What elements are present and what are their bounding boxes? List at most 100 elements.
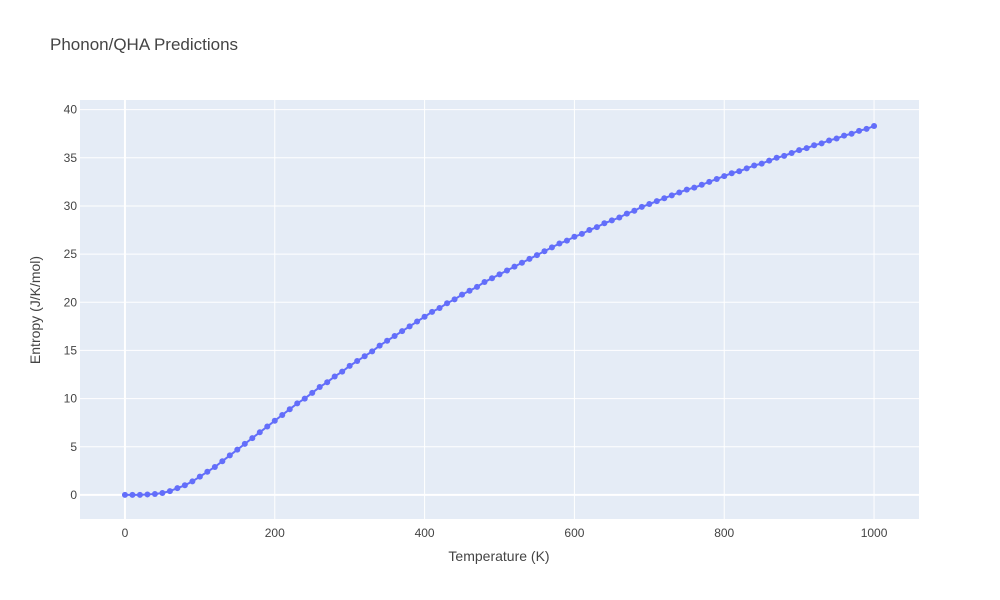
x-tick-label: 800 — [714, 526, 734, 540]
data-point — [803, 145, 810, 152]
data-point — [518, 259, 525, 266]
data-point — [376, 342, 383, 349]
data-point — [773, 154, 780, 161]
data-point — [436, 305, 443, 312]
data-point — [743, 165, 750, 172]
y-axis-title: Entropy (J/K/mol) — [27, 256, 43, 364]
x-tick-label: 600 — [564, 526, 584, 540]
data-point — [414, 318, 421, 325]
data-point — [608, 217, 615, 224]
data-point — [706, 178, 713, 185]
data-point — [166, 488, 173, 495]
data-point — [496, 271, 503, 278]
data-point — [384, 337, 391, 344]
data-point — [181, 482, 188, 489]
data-point — [571, 233, 578, 240]
data-point — [638, 203, 645, 210]
chart-title: Phonon/QHA Predictions — [50, 35, 238, 54]
data-point — [271, 417, 278, 424]
data-point — [548, 244, 555, 251]
data-point — [826, 137, 833, 144]
y-tick-label: 30 — [64, 199, 78, 213]
data-point — [593, 224, 600, 231]
data-point — [556, 240, 563, 247]
data-point — [691, 184, 698, 191]
data-point — [144, 491, 151, 498]
data-point — [871, 123, 878, 130]
data-point — [204, 468, 211, 475]
y-tick-label: 10 — [64, 392, 78, 406]
data-point — [136, 491, 143, 498]
x-axis-title: Temperature (K) — [448, 548, 549, 564]
x-tick-label: 1000 — [861, 526, 888, 540]
x-tick-label: 400 — [415, 526, 435, 540]
data-point — [346, 362, 353, 369]
data-point — [781, 152, 788, 159]
data-point — [309, 389, 316, 396]
data-point — [863, 125, 870, 132]
data-point — [796, 147, 803, 154]
data-point — [421, 313, 428, 320]
x-tick-label: 200 — [265, 526, 285, 540]
data-point — [286, 406, 293, 413]
data-point — [159, 489, 166, 496]
data-point — [653, 198, 660, 205]
data-point — [601, 220, 608, 227]
data-point — [174, 485, 181, 492]
data-point — [489, 275, 496, 282]
data-point — [361, 353, 368, 360]
data-point — [466, 287, 473, 294]
data-point — [841, 132, 848, 139]
data-point — [728, 170, 735, 177]
data-point — [616, 214, 623, 221]
data-point — [586, 227, 593, 234]
y-tick-label: 15 — [64, 343, 78, 357]
data-point — [241, 440, 248, 447]
data-point — [369, 348, 376, 355]
data-point — [503, 267, 510, 274]
data-point — [406, 323, 413, 330]
plot-area — [80, 100, 919, 519]
data-point — [354, 358, 361, 365]
data-point — [848, 130, 855, 137]
data-point — [713, 175, 720, 182]
data-point — [211, 463, 218, 470]
data-point — [234, 446, 241, 453]
data-point — [339, 368, 346, 375]
data-point — [683, 186, 690, 193]
data-point — [429, 308, 436, 315]
data-point — [526, 255, 533, 262]
data-point — [811, 142, 818, 149]
data-point — [226, 452, 233, 459]
data-point — [451, 296, 458, 303]
data-point — [196, 473, 203, 480]
data-point — [151, 490, 158, 497]
data-point — [661, 195, 668, 202]
data-point — [623, 210, 630, 217]
data-point — [736, 168, 743, 175]
data-point — [676, 189, 683, 196]
data-point — [698, 181, 705, 188]
y-tick-label: 0 — [70, 488, 77, 502]
data-point — [511, 263, 518, 270]
data-point — [129, 491, 136, 498]
data-point — [121, 491, 128, 498]
y-tick-label: 35 — [64, 151, 78, 165]
data-point — [331, 373, 338, 380]
data-point — [294, 400, 301, 407]
data-point — [474, 283, 481, 290]
data-point — [391, 332, 398, 339]
y-tick-label: 5 — [70, 440, 77, 454]
data-point — [444, 300, 451, 307]
data-point — [758, 160, 765, 167]
data-point — [833, 135, 840, 142]
data-point — [256, 429, 263, 436]
data-point — [668, 192, 675, 199]
data-point — [399, 328, 406, 335]
data-point — [563, 237, 570, 244]
data-point — [316, 384, 323, 391]
data-point — [324, 379, 331, 386]
data-point — [646, 201, 653, 208]
